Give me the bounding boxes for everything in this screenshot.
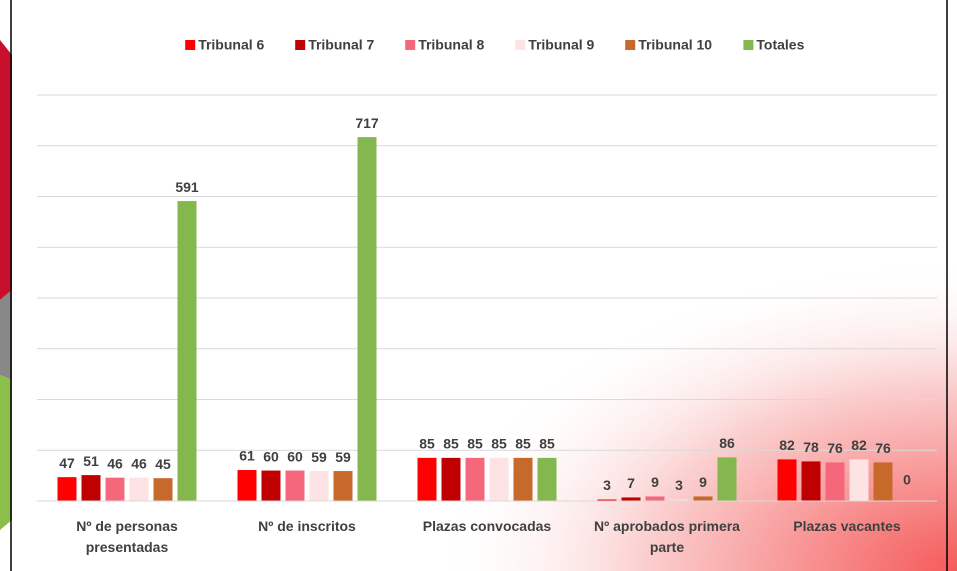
legend-label: Tribunal 6 xyxy=(198,37,264,53)
value-label: 47 xyxy=(59,455,75,471)
decoration xyxy=(0,290,12,380)
value-label: 9 xyxy=(699,474,707,490)
bar xyxy=(441,457,461,501)
legend-swatch xyxy=(295,40,306,50)
x-tick-label: Nº de personas presentadas xyxy=(76,518,178,555)
x-tick-label: Nº aprobados primera parte xyxy=(594,518,740,555)
value-label: 60 xyxy=(263,448,279,464)
bar xyxy=(597,499,617,501)
legend-swatch xyxy=(743,40,754,50)
bar xyxy=(825,462,845,501)
legend-label: Tribunal 9 xyxy=(528,37,594,53)
value-label: 3 xyxy=(603,477,611,493)
value-label: 46 xyxy=(131,455,147,471)
value-label: 86 xyxy=(719,435,735,451)
value-label: 85 xyxy=(419,436,435,452)
legend-swatch xyxy=(625,40,636,50)
bar xyxy=(537,457,557,501)
bar xyxy=(417,457,437,501)
value-label: 60 xyxy=(287,448,303,464)
legend-label: Totales xyxy=(756,37,804,53)
x-tick-label: Plazas vacantes xyxy=(793,518,901,534)
bar xyxy=(513,457,533,501)
bar xyxy=(81,475,101,501)
bar xyxy=(645,496,665,501)
legend-label: Tribunal 10 xyxy=(638,37,712,53)
value-label: 59 xyxy=(335,449,351,465)
bar xyxy=(801,461,821,501)
bar xyxy=(849,459,869,501)
bar xyxy=(777,459,797,501)
bar xyxy=(693,496,713,501)
value-label: 0 xyxy=(903,472,911,488)
value-label: 85 xyxy=(515,436,531,452)
legend-swatch xyxy=(405,40,416,50)
value-label: 85 xyxy=(467,436,483,452)
value-label: 51 xyxy=(83,453,99,469)
value-label: 717 xyxy=(355,115,379,131)
bar xyxy=(669,499,689,501)
x-tick-label: Nº de inscritos xyxy=(258,518,356,534)
value-label: 82 xyxy=(779,437,795,453)
bar xyxy=(357,137,377,501)
bar xyxy=(489,457,509,501)
value-label: 85 xyxy=(443,436,459,452)
bar xyxy=(57,477,77,501)
value-label: 45 xyxy=(155,456,171,472)
legend-swatch xyxy=(515,40,526,50)
value-label: 7 xyxy=(627,475,635,491)
bar xyxy=(105,477,125,501)
value-label: 46 xyxy=(107,455,123,471)
legend-label: Tribunal 7 xyxy=(308,37,374,53)
value-label: 82 xyxy=(851,437,867,453)
bar xyxy=(465,457,485,501)
value-label: 59 xyxy=(311,449,327,465)
bar xyxy=(621,497,641,501)
bar xyxy=(261,470,281,501)
bar xyxy=(285,470,305,501)
bar xyxy=(129,477,149,501)
value-label: 78 xyxy=(803,439,819,455)
value-label: 3 xyxy=(675,477,683,493)
bar xyxy=(309,471,329,501)
chart-frame xyxy=(10,0,948,571)
bar xyxy=(237,470,257,501)
value-label: 85 xyxy=(491,436,507,452)
decoration xyxy=(0,375,12,530)
value-label: 76 xyxy=(827,440,843,456)
value-label: 76 xyxy=(875,440,891,456)
decoration xyxy=(0,40,12,300)
bar xyxy=(333,471,353,501)
bar xyxy=(717,457,737,501)
bar xyxy=(873,462,893,501)
x-tick-label: Plazas convocadas xyxy=(422,518,552,534)
bar xyxy=(153,478,173,501)
value-label: 61 xyxy=(239,448,255,464)
bar xyxy=(177,201,197,501)
legend-swatch xyxy=(185,40,196,50)
value-label: 9 xyxy=(651,474,659,490)
value-label: 85 xyxy=(539,436,555,452)
legend-label: Tribunal 8 xyxy=(418,37,484,53)
value-label: 591 xyxy=(175,179,199,195)
